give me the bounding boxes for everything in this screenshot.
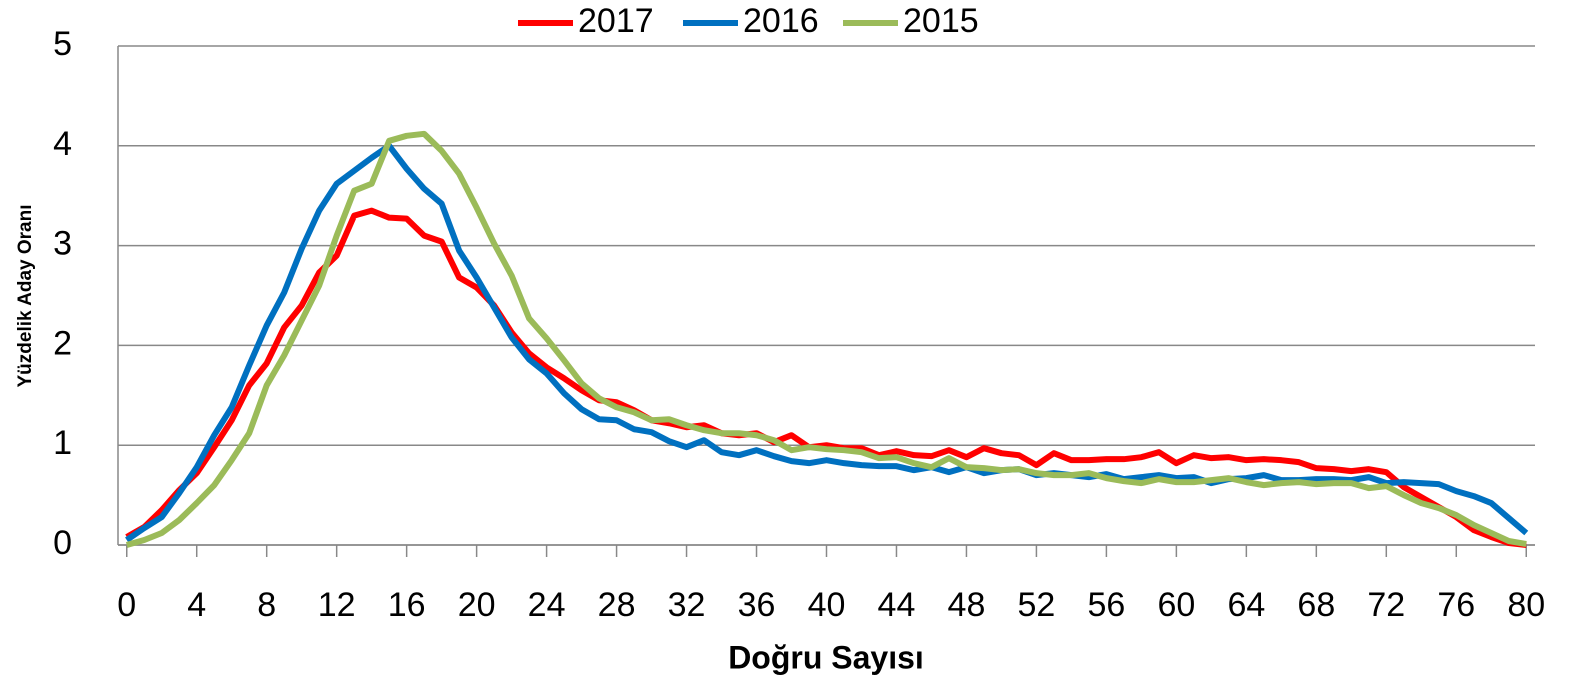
x-tick-label: 28: [598, 586, 636, 624]
x-tick-label: 72: [1367, 586, 1405, 624]
series-line: [125, 130, 1527, 548]
x-tick-label: 40: [808, 586, 846, 624]
x-tick-label: 36: [738, 586, 776, 624]
y-axis-label: Yüzdelik Aday Oranı: [15, 204, 36, 387]
x-tick-label: 0: [117, 586, 136, 624]
x-tick-label: 16: [388, 586, 426, 624]
legend-label: 2017: [578, 2, 654, 40]
x-tick-label: 68: [1297, 586, 1335, 624]
x-tick-label: 44: [878, 586, 916, 624]
y-tick-label: 5: [53, 25, 72, 63]
x-tick-label: 48: [948, 586, 986, 624]
x-tick-label: 52: [1018, 586, 1056, 624]
series-line: [125, 207, 1527, 548]
y-tick-label: 2: [53, 324, 72, 362]
x-tick-label: 20: [458, 586, 496, 624]
series-line: [125, 142, 1529, 543]
x-tick-label: 8: [257, 586, 276, 624]
x-tick-label: 4: [187, 586, 206, 624]
legend-label: 2016: [743, 2, 819, 40]
x-tick-label: 32: [668, 586, 706, 624]
y-tick-label: 0: [53, 524, 72, 562]
x-tick-label: 56: [1087, 586, 1125, 624]
x-tick-label: 24: [528, 586, 566, 624]
legend-label: 2015: [903, 2, 979, 40]
x-tick-label: 12: [318, 586, 356, 624]
y-tick-label: 1: [53, 424, 72, 462]
x-tick-label: 76: [1437, 586, 1475, 624]
x-tick-label: 80: [1507, 586, 1545, 624]
x-tick-label: 60: [1157, 586, 1195, 624]
x-axis-label: Doğru Sayısı: [728, 639, 924, 675]
y-tick-label: 4: [53, 125, 72, 163]
y-tick-label: 3: [53, 225, 72, 263]
x-tick-label: 64: [1227, 586, 1265, 624]
